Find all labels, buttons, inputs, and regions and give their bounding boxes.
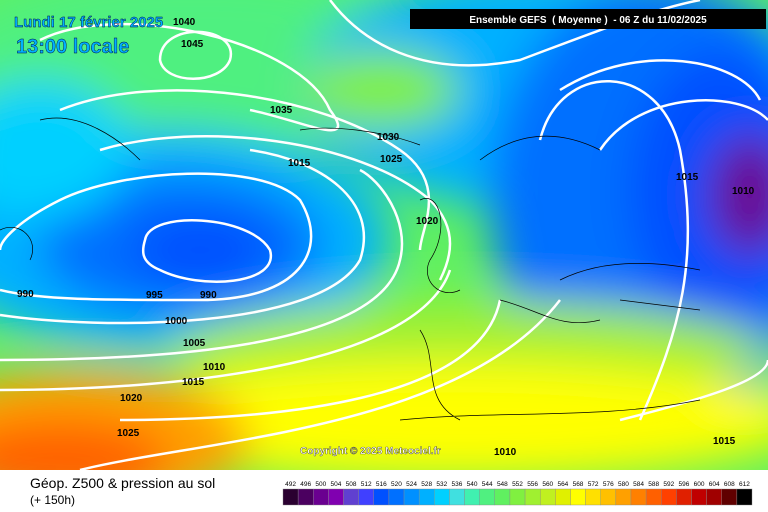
- scale-swatch: [388, 488, 405, 506]
- scale-label: 560: [542, 481, 553, 488]
- scale-label: 576: [603, 481, 614, 488]
- scale-label: 608: [724, 481, 735, 488]
- scale-swatch: [358, 488, 374, 506]
- isobar-label: 1010: [494, 447, 517, 458]
- scale-label: 612: [739, 481, 750, 488]
- scale-label: 492: [285, 481, 296, 488]
- scale-swatch: [434, 488, 450, 506]
- scale-swatch: [449, 488, 465, 506]
- isobar-label: 1015: [676, 172, 699, 183]
- scale-label: 500: [315, 481, 326, 488]
- isobar-label: 1015: [288, 158, 311, 169]
- scale-label: 520: [391, 481, 402, 488]
- scale-label: 524: [406, 481, 417, 488]
- isobar-label: 1025: [380, 154, 403, 165]
- scale-label: 592: [663, 481, 674, 488]
- scale-swatch: [494, 488, 511, 506]
- scale-label: 568: [573, 481, 584, 488]
- local-time: 13:00 locale: [16, 36, 129, 58]
- scale-swatch: [676, 488, 692, 506]
- isobar-label: 1010: [203, 362, 226, 373]
- isobar-label: 1015: [713, 436, 736, 447]
- scale-swatch: [661, 488, 677, 506]
- isobar-label: 990: [200, 290, 217, 301]
- scale-label: 536: [452, 481, 463, 488]
- scale-swatch: [615, 488, 632, 506]
- footer-title: Géop. Z500 & pression au sol: [30, 475, 215, 491]
- scale-label: 528: [421, 481, 432, 488]
- scale-label: 544: [482, 481, 493, 488]
- scale-swatch: [570, 488, 586, 506]
- scale-label: 552: [512, 481, 523, 488]
- scale-swatch: [509, 488, 526, 506]
- scale-swatch: [585, 488, 601, 506]
- scale-label: 596: [678, 481, 689, 488]
- scale-label: 600: [694, 481, 705, 488]
- isobar-label: 1030: [377, 132, 400, 143]
- scale-swatch: [403, 488, 420, 506]
- scale-swatch: [524, 488, 541, 506]
- scale-label: 556: [527, 481, 538, 488]
- scale-swatch: [539, 488, 556, 506]
- isobar-label: 995: [146, 290, 163, 301]
- scale-swatch: [706, 488, 722, 506]
- color-scale: 492 496 500 504 508 512 516 520 524 528 532 536 540 5…: [282, 481, 753, 506]
- scale-label: 564: [557, 481, 568, 488]
- isobar-label: 1025: [117, 428, 140, 439]
- scale-swatch: [464, 488, 480, 506]
- run-banner: [410, 9, 766, 29]
- scale-label: 584: [633, 481, 644, 488]
- scale-label: 532: [436, 481, 447, 488]
- scale-label: 588: [648, 481, 659, 488]
- scale-swatch: [600, 488, 617, 506]
- isobar-label: 1045: [181, 39, 204, 50]
- isobar-labels: 1040 1045 1035 1030 1025 1015 1020 990 9…: [17, 17, 755, 458]
- scale-swatch: [282, 488, 299, 506]
- isobar-label: 1035: [270, 105, 293, 116]
- isobar-label: 1005: [183, 338, 206, 349]
- date: Lundi 17 février 2025: [14, 14, 163, 31]
- scale-swatch: [373, 488, 390, 506]
- coastlines: [0, 117, 701, 421]
- scale-label: 604: [709, 481, 720, 488]
- isobar-contours: [0, 0, 768, 470]
- scale-label: 512: [361, 481, 372, 488]
- isobar-label: 1020: [120, 393, 143, 404]
- scale-swatch: [479, 488, 496, 506]
- isobar-label: 1000: [165, 316, 188, 327]
- scale-label: 504: [331, 481, 342, 488]
- scale-swatch: [418, 488, 435, 506]
- scale-swatch: [736, 488, 753, 506]
- run-info: Ensemble GEFS ( Moyenne ) - 06 Z du 11/0…: [469, 15, 707, 26]
- scale-swatch: [328, 488, 344, 506]
- scale-label: 508: [346, 481, 357, 488]
- scale-swatch: [630, 488, 647, 506]
- scale-label: 580: [618, 481, 629, 488]
- scale-swatch: [691, 488, 707, 506]
- scale-label: 548: [497, 481, 508, 488]
- scale-swatch: [343, 488, 359, 506]
- scale-label: 572: [588, 481, 599, 488]
- isobar-label: 990: [17, 289, 34, 300]
- scale-swatch: [555, 488, 571, 506]
- footer-lead: (+ 150h): [30, 493, 75, 507]
- isobar-label: 1015: [182, 377, 205, 388]
- copyright: Copyright © 2025 Meteociel.fr: [300, 446, 441, 457]
- scale-swatch: [645, 488, 662, 506]
- scale-label: 516: [376, 481, 387, 488]
- scale-swatch: [297, 488, 314, 506]
- scale-swatch: [721, 488, 738, 506]
- isobar-label: 1010: [732, 186, 755, 197]
- scale-swatch: [313, 488, 329, 506]
- scale-label: 540: [467, 481, 478, 488]
- isobar-label: 1020: [416, 216, 439, 227]
- scale-label: 496: [300, 481, 311, 488]
- isobar-label: 1040: [173, 17, 196, 28]
